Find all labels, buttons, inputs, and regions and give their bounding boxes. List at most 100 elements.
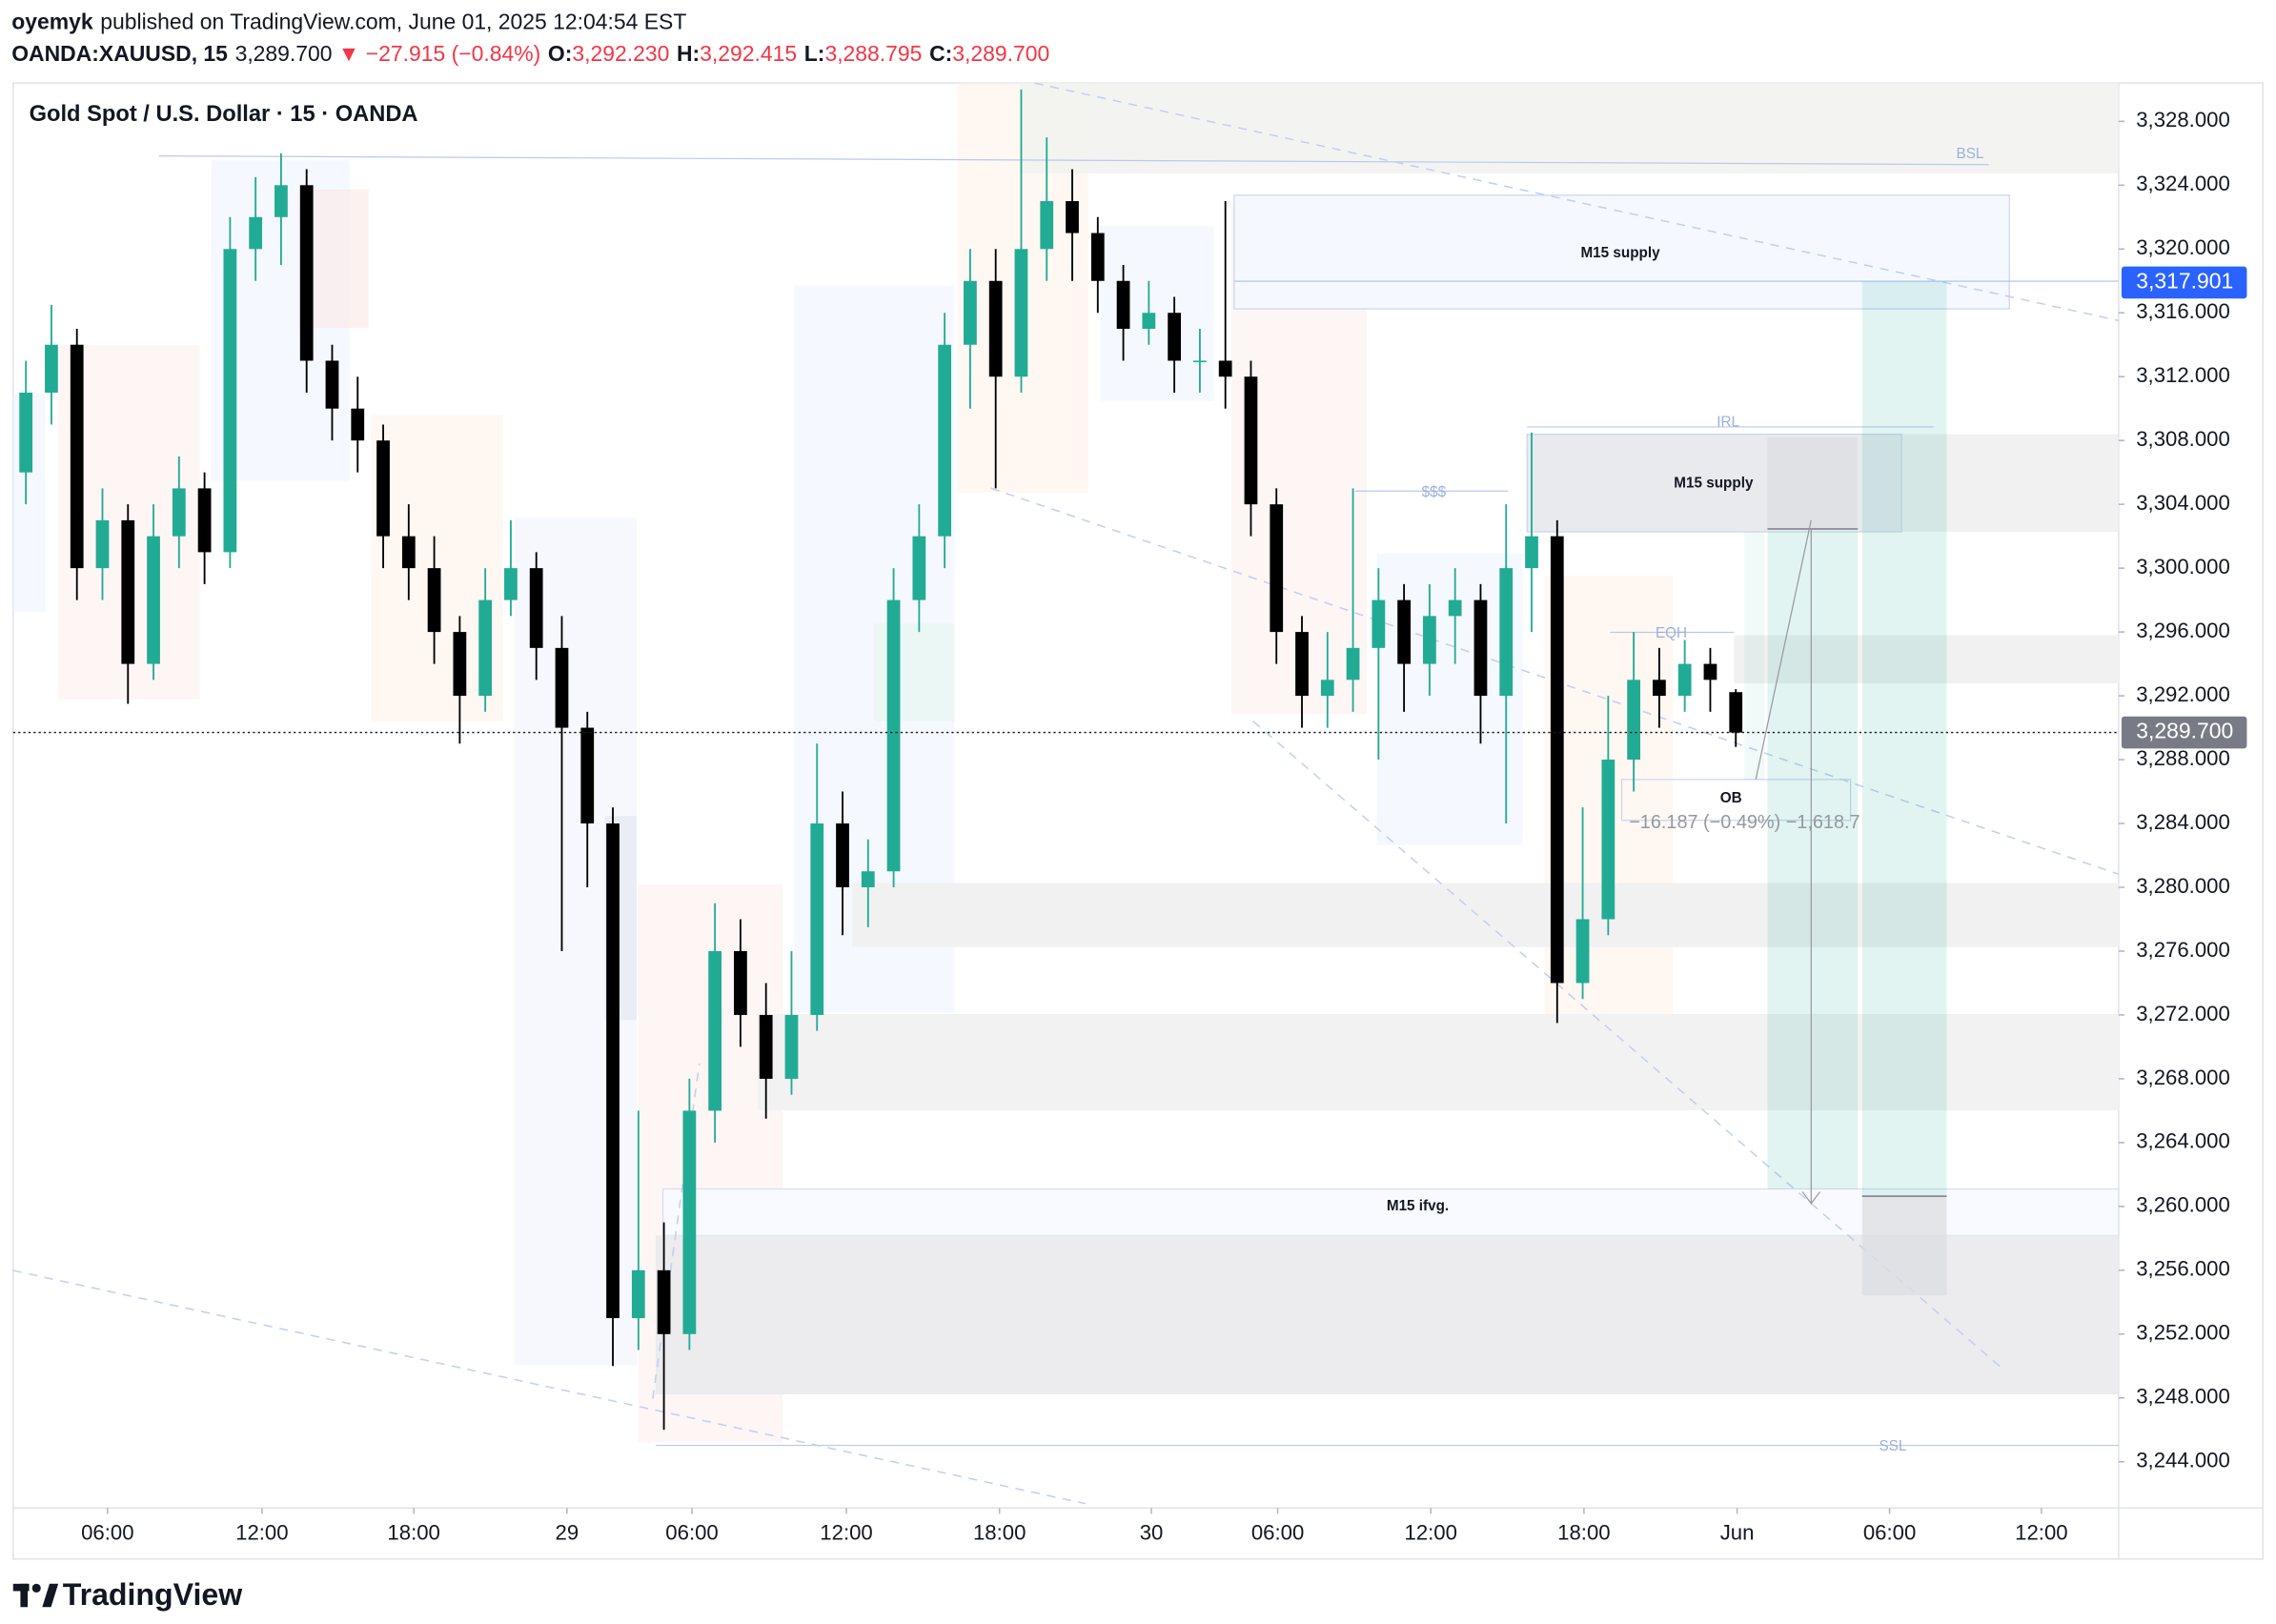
candle-body <box>1193 360 1207 363</box>
y-tick-label: 3,244.000 <box>2136 1449 2230 1472</box>
candle-body <box>1320 680 1334 697</box>
x-tick-label: 06:00 <box>665 1521 718 1545</box>
candle-body <box>45 344 58 393</box>
candle-body <box>964 280 977 345</box>
arrow-head <box>1801 1191 1820 1205</box>
annotation: M15 supply <box>1674 476 1754 492</box>
candle-body <box>631 1269 645 1319</box>
publish-line: oyemyk published on TradingView.com, June… <box>11 10 686 34</box>
candle-body <box>759 1014 773 1079</box>
path-line <box>1755 519 1812 781</box>
risk-box <box>1861 1196 1947 1296</box>
ohlc-value: 3,292.415 <box>700 41 797 66</box>
candle-body <box>478 599 493 697</box>
y-tick-label: 3,252.000 <box>2136 1321 2230 1345</box>
logo-part <box>31 1583 41 1593</box>
candle-body <box>223 249 237 553</box>
y-tick-label: 3,264.000 <box>2136 1129 2230 1153</box>
zone <box>757 1014 2119 1110</box>
candle-body <box>1295 632 1309 697</box>
candle-body <box>504 568 518 600</box>
y-tick-label: 3,284.000 <box>2136 810 2230 834</box>
reward-box <box>1743 532 1765 780</box>
candle-body <box>1499 568 1514 697</box>
ohlc-label: O: <box>548 41 572 66</box>
candle-body <box>580 727 595 824</box>
candle-body <box>427 568 441 633</box>
x-tick-label: 30 <box>1140 1521 1164 1545</box>
annotation: M15 ifvg. <box>1387 1198 1449 1214</box>
candle-body <box>70 344 84 569</box>
trend-line <box>1034 82 2120 322</box>
reward-box <box>1861 281 1947 1197</box>
candle-body <box>197 488 212 553</box>
ohlc-value: 3,292.230 <box>572 41 669 66</box>
brand: TradingView <box>63 1577 243 1612</box>
x-tick-label: 12:00 <box>820 1521 872 1545</box>
candle-body <box>1601 760 1616 920</box>
candle-body <box>1677 663 1692 697</box>
candle-body <box>938 344 952 537</box>
x-tick-label: 29 <box>556 1521 579 1545</box>
candle-body <box>19 392 33 473</box>
candle-body <box>1066 201 1079 233</box>
candle-body <box>1168 313 1182 361</box>
candle-body <box>912 536 926 600</box>
candle-body <box>1142 313 1156 329</box>
candle-body <box>1397 599 1412 664</box>
annotation: BSL <box>1957 146 1984 162</box>
y-tick-label: 3,288.000 <box>2136 746 2230 770</box>
trend-line <box>1252 721 2004 1370</box>
candle-body <box>784 1014 799 1079</box>
candle-body <box>1116 280 1130 329</box>
published: published on TradingView.com, June 01, 2… <box>100 10 686 34</box>
y-tick-label: 3,328.000 <box>2136 108 2230 132</box>
candle-body <box>1653 680 1666 697</box>
ob-box <box>1620 779 1852 822</box>
y-tick-label: 3,308.000 <box>2136 427 2230 451</box>
candle-body <box>555 647 569 728</box>
y-tick-label: 3,276.000 <box>2136 938 2230 962</box>
candle-body <box>376 440 390 537</box>
ohlc-label: L: <box>804 41 825 66</box>
candle-body <box>1448 599 1462 617</box>
candle-body <box>1090 233 1105 281</box>
candle-body <box>1244 376 1258 505</box>
ohlc-value: 3,288.795 <box>824 41 922 66</box>
candle-body <box>1627 680 1640 761</box>
y-tick-label: 3,280.000 <box>2136 874 2230 898</box>
y-tick-label: 3,248.000 <box>2136 1385 2230 1409</box>
candle-body <box>1703 663 1717 680</box>
y-tick-label: 3,316.000 <box>2136 299 2230 323</box>
logo-part <box>20 1583 29 1608</box>
y-tick-label: 3,256.000 <box>2136 1257 2230 1281</box>
price-label: 3,289.700 <box>2136 719 2233 743</box>
y-tick-label: 3,292.000 <box>2136 682 2230 706</box>
x-tick-label: 06:00 <box>1251 1521 1304 1545</box>
candle-body <box>1040 201 1054 250</box>
candle-body <box>1270 504 1284 633</box>
annotation: EQH <box>1656 625 1687 641</box>
y-tick-label: 3,268.000 <box>2136 1066 2230 1089</box>
y-tick-label: 3,304.000 <box>2136 491 2230 515</box>
symbol-line: OANDA:XAUUSD, 15 3,289.700 ▼ −27.915 (−0.8… <box>11 41 1049 66</box>
x-tick-label: 18:00 <box>387 1521 439 1545</box>
candle-body <box>147 536 160 664</box>
candle-body <box>1423 616 1436 664</box>
x-tick-label: 18:00 <box>1557 1521 1610 1545</box>
price-label: 3,317.901 <box>2136 268 2233 293</box>
candle-body <box>1729 692 1743 733</box>
axes: 3,244.000 3,248.000 3,252.000 3,256.000 3,26… <box>12 108 2247 1545</box>
x-tick-label: 06:00 <box>81 1521 133 1545</box>
publisher: oyemyk <box>11 10 93 34</box>
candle-body <box>274 185 288 217</box>
candle-body <box>1372 599 1386 648</box>
x-tick-label: 12:00 <box>1405 1521 1457 1545</box>
y-tick-label: 3,324.000 <box>2136 172 2230 195</box>
candle-body <box>734 950 747 1015</box>
ohlc-label: H: <box>677 41 700 66</box>
candle-body <box>886 599 901 872</box>
zone <box>1734 635 2119 684</box>
x-tick-label: Jun <box>1720 1521 1755 1545</box>
